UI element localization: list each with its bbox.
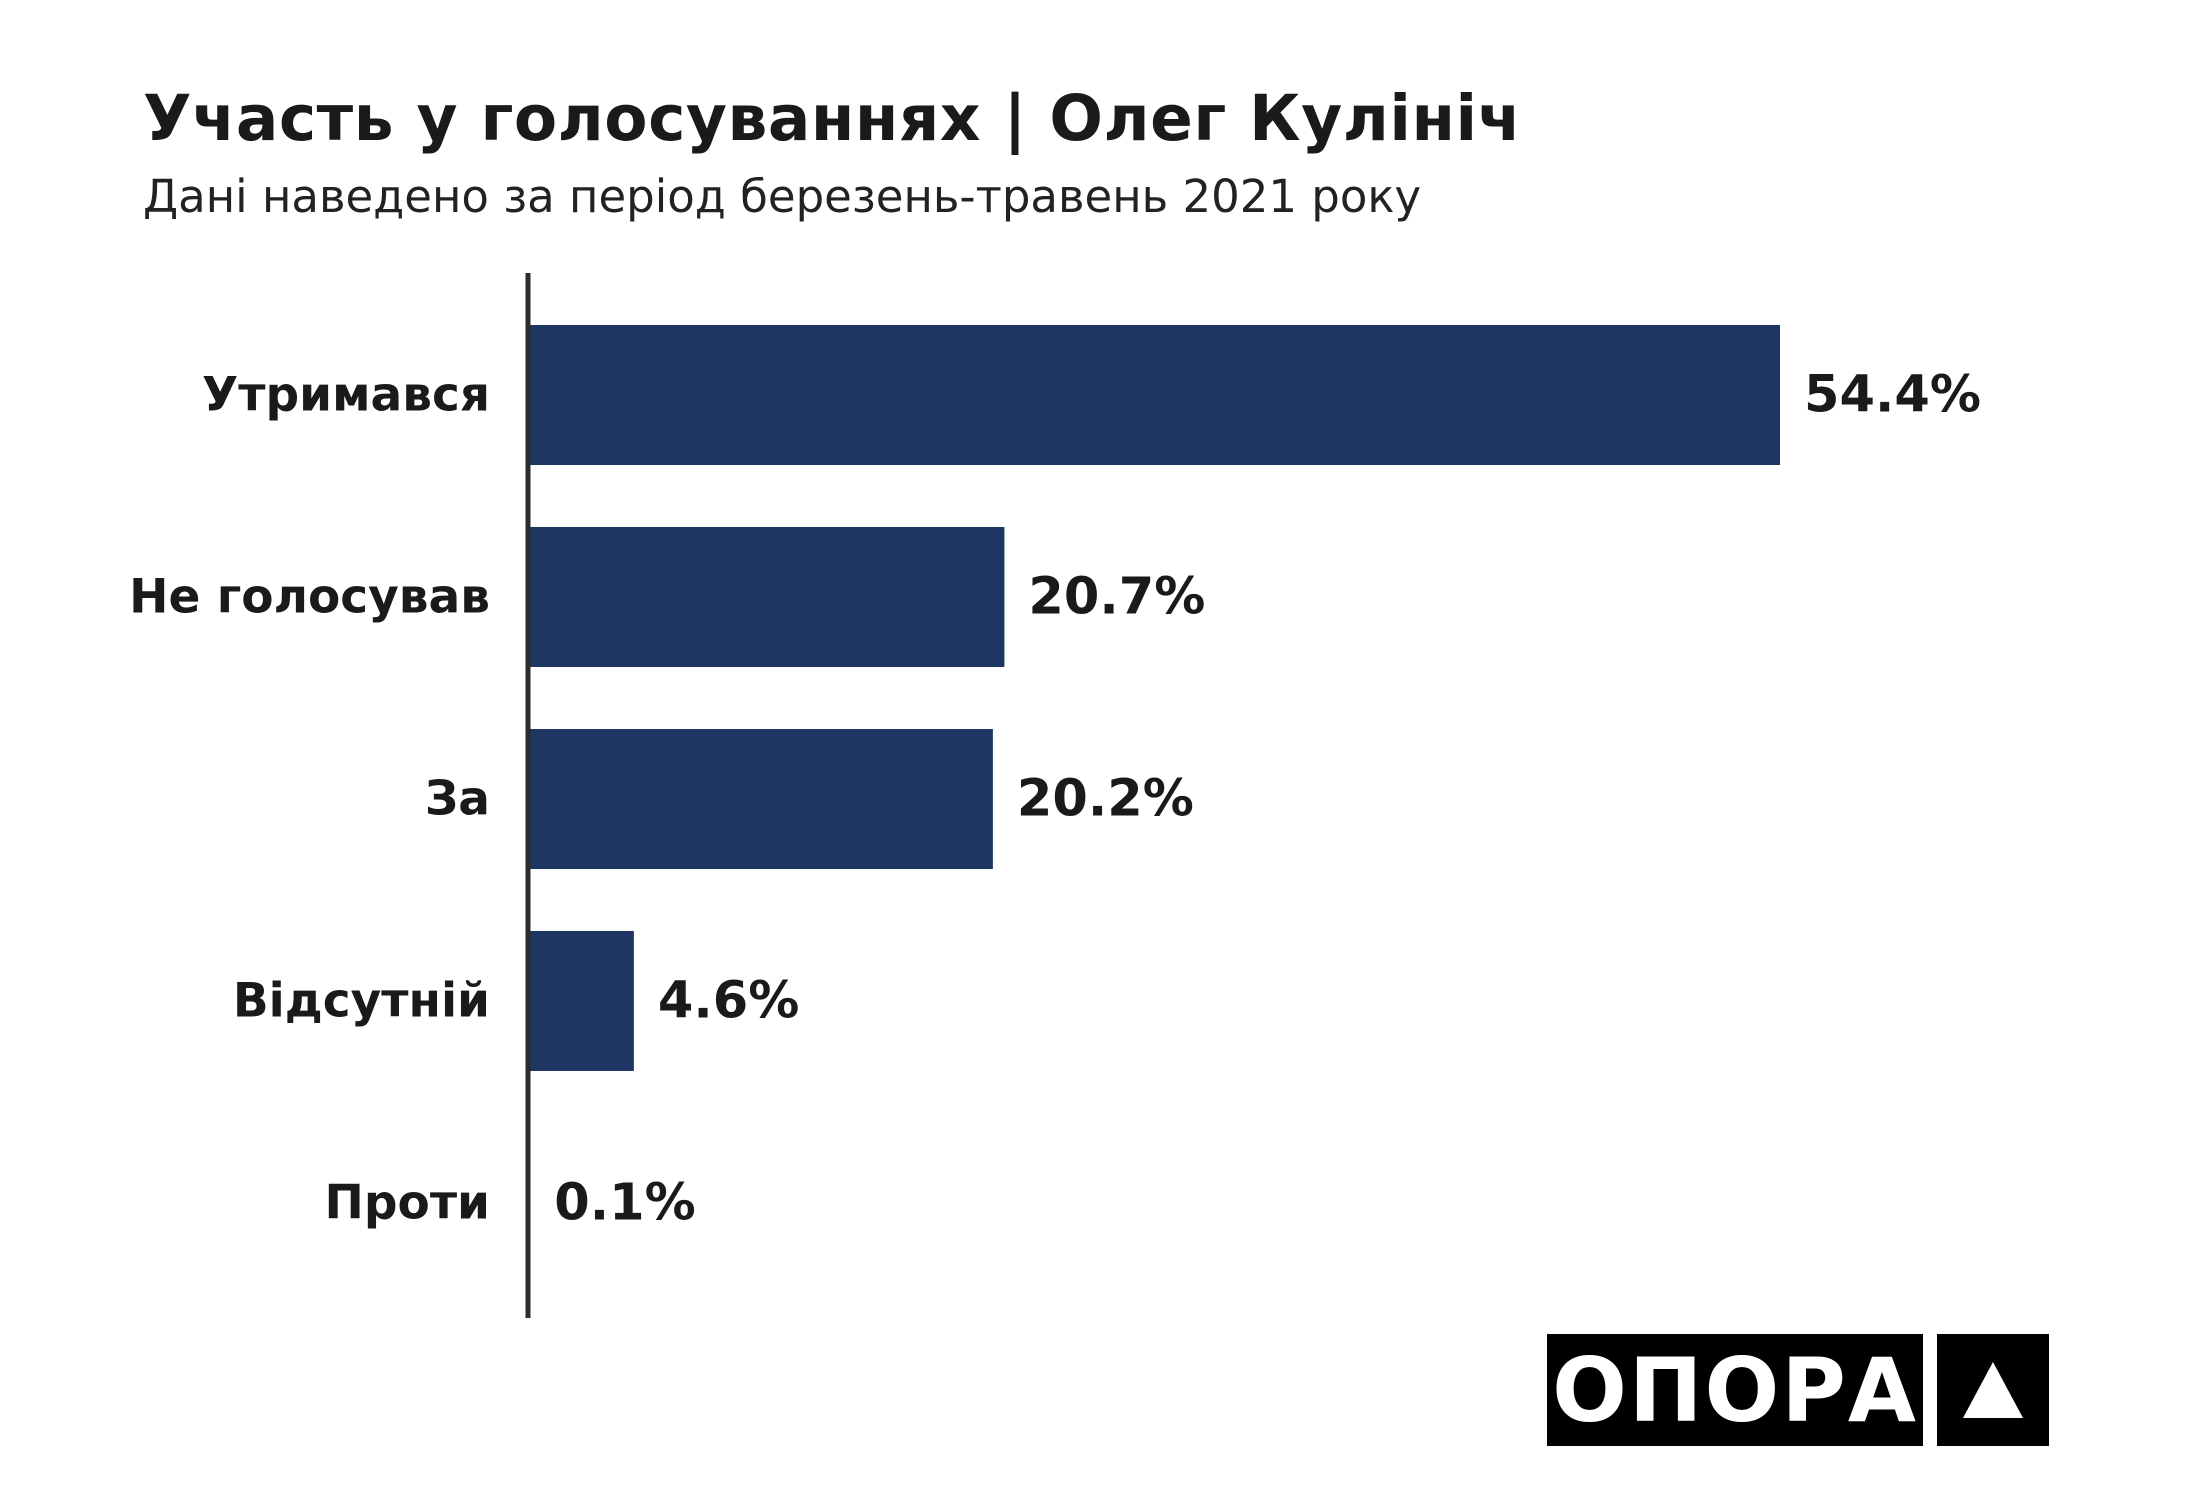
triangle-icon: [1937, 1334, 2049, 1446]
chart-title: Участь у голосуваннях | Олег Кулініч: [143, 82, 1522, 155]
bar-chart: Утримався 54.4% Не голосував 20.7% За 20.2% Ві…: [129, 273, 1981, 1318]
category-label: Проти: [325, 1176, 490, 1231]
bar-1: [528, 527, 1005, 667]
logo-triangle-shape: [1963, 1362, 2023, 1418]
value-label: 4.6%: [658, 972, 799, 1031]
opora-logo: ОПОРА: [1547, 1334, 1923, 1446]
bar-0: [528, 325, 1780, 465]
category-label: Утримався: [202, 368, 490, 423]
bar-3: [528, 931, 634, 1071]
bar-2: [528, 729, 993, 869]
category-label: Відсутній: [233, 974, 490, 1029]
category-label: За: [425, 772, 490, 827]
logo-text: ОПОРА: [1552, 1338, 1918, 1442]
value-label: 20.2%: [1017, 770, 1194, 829]
value-label: 0.1%: [554, 1174, 695, 1233]
category-label: Не голосував: [129, 570, 490, 625]
value-label: 54.4%: [1804, 366, 1981, 425]
value-label: 20.7%: [1028, 568, 1205, 627]
chart-subtitle: Дані наведено за період березень-травень…: [143, 170, 1422, 223]
